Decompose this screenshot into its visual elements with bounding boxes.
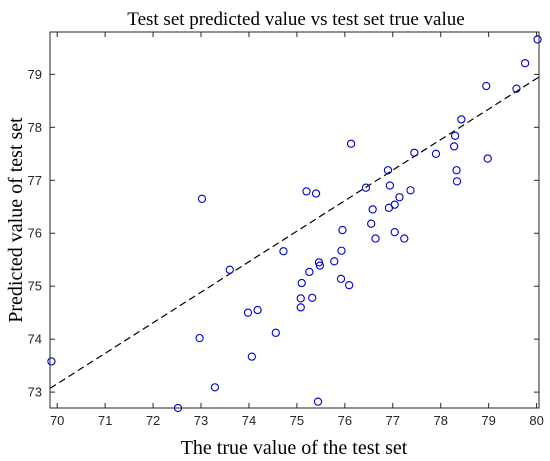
data-point	[296, 294, 305, 303]
y-tick-label: 73	[28, 385, 42, 400]
data-point	[410, 148, 419, 157]
data-point	[253, 305, 262, 315]
data-point	[315, 261, 325, 270]
chart-title: Test set predicted value vs test set tru…	[127, 9, 464, 30]
data-point	[197, 194, 207, 203]
x-tick-label: 79	[481, 413, 495, 428]
x-axis-label: The true value of the test set	[181, 437, 408, 459]
data-point	[346, 139, 356, 148]
data-point	[520, 59, 530, 68]
x-tick-label: 75	[290, 413, 304, 428]
data-point	[302, 187, 311, 196]
y-tick-label: 76	[28, 226, 42, 241]
data-point	[390, 228, 399, 237]
data-point	[313, 397, 323, 406]
data-point	[338, 225, 347, 235]
data-point	[533, 35, 542, 44]
data-points	[47, 35, 542, 413]
data-point	[337, 246, 346, 255]
data-point	[383, 166, 393, 175]
data-point	[450, 131, 460, 140]
data-point	[336, 274, 346, 283]
data-point	[210, 383, 220, 392]
data-point	[297, 278, 306, 288]
data-point	[279, 247, 288, 256]
data-point	[452, 166, 461, 175]
x-tick-label: 71	[98, 413, 112, 428]
data-point	[225, 265, 234, 274]
plot-frame	[49, 31, 540, 409]
data-point	[330, 257, 339, 266]
x-tick-label: 78	[433, 413, 447, 428]
data-point	[195, 333, 204, 343]
data-point	[368, 205, 377, 214]
data-point	[449, 142, 459, 151]
data-point	[452, 177, 462, 186]
y-tick-label: 77	[28, 173, 42, 188]
fit-line	[49, 76, 540, 389]
data-point	[395, 193, 404, 202]
data-point	[512, 84, 521, 93]
data-point	[305, 267, 314, 277]
x-tick-label: 72	[146, 413, 160, 428]
data-point	[482, 81, 491, 91]
data-point	[308, 293, 317, 302]
x-tick-label: 77	[386, 413, 400, 428]
y-axis-label: Predicted value of test set	[5, 117, 27, 323]
data-point	[311, 189, 321, 198]
data-point	[247, 352, 256, 361]
data-point	[243, 308, 253, 317]
y-tick-label: 79	[28, 67, 42, 82]
y-tick-label: 74	[28, 332, 42, 347]
data-point	[296, 303, 305, 312]
y-tick-label: 78	[28, 120, 42, 135]
x-tick-label: 73	[194, 413, 208, 428]
axis-ticks: 70 71 72 73 74 75 76 77 78 79 80 73 74 75 76 77 78 79	[28, 32, 544, 428]
data-point	[345, 280, 354, 290]
x-tick-label: 76	[338, 413, 352, 428]
y-tick-label: 75	[28, 279, 42, 294]
data-point	[371, 234, 380, 243]
x-tick-label: 70	[50, 413, 64, 428]
data-point	[271, 328, 280, 337]
x-tick-label: 80	[529, 413, 543, 428]
data-point	[406, 186, 415, 195]
data-point	[457, 115, 466, 124]
data-point	[483, 154, 492, 163]
data-point	[431, 149, 441, 158]
x-tick-label: 74	[242, 413, 256, 428]
data-point	[390, 200, 399, 209]
data-point	[47, 357, 56, 366]
data-point	[400, 234, 409, 243]
data-point	[385, 181, 395, 190]
data-point	[367, 219, 376, 228]
data-point	[361, 183, 371, 192]
